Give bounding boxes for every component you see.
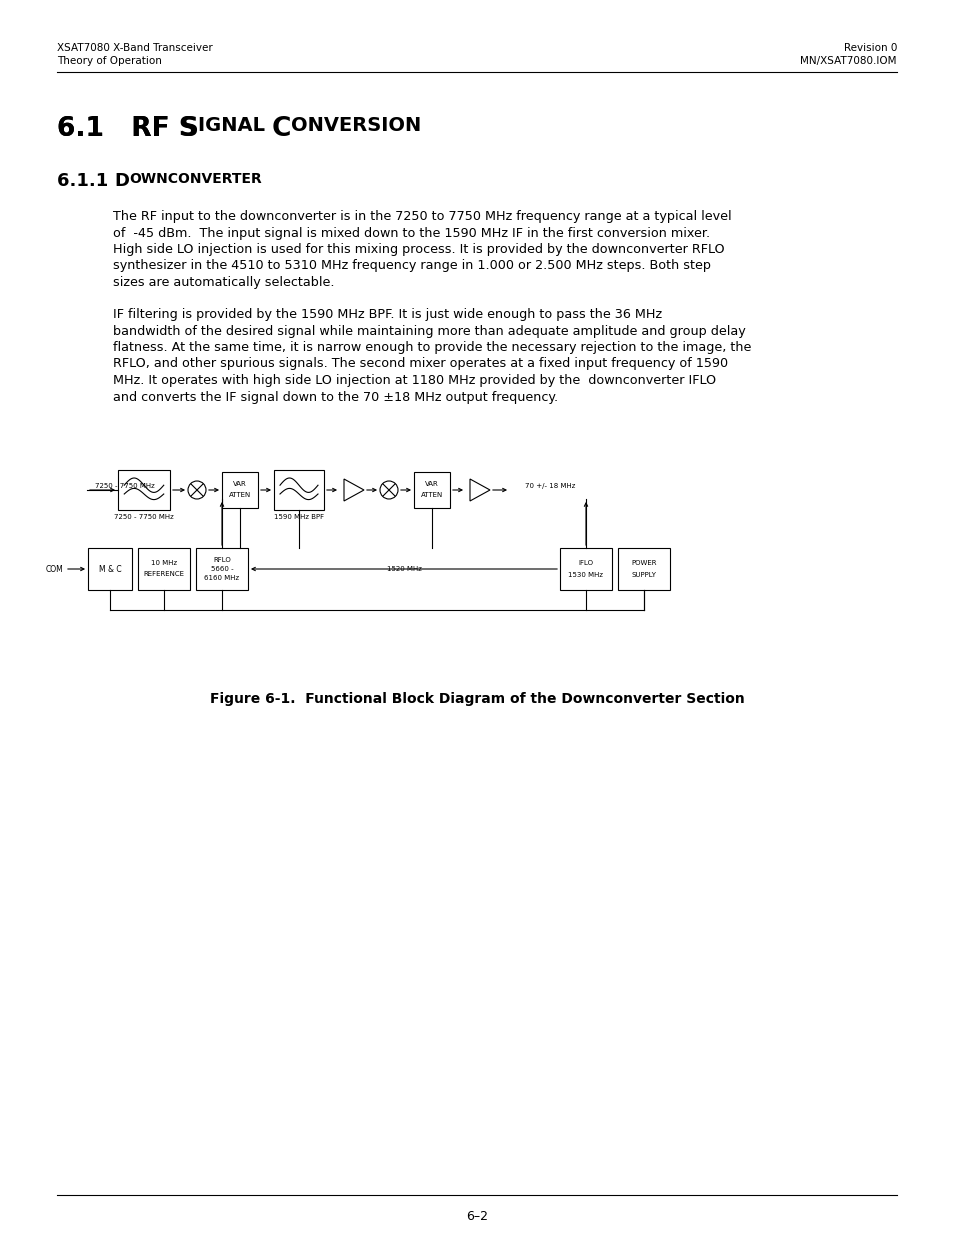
Text: IF filtering is provided by the 1590 MHz BPF. It is just wide enough to pass the: IF filtering is provided by the 1590 MHz… xyxy=(112,308,661,321)
Text: SUPPLY: SUPPLY xyxy=(631,572,656,578)
Circle shape xyxy=(188,480,206,499)
Text: 6160 MHz: 6160 MHz xyxy=(204,576,239,580)
Text: MHz. It operates with high side LO injection at 1180 MHz provided by the  downco: MHz. It operates with high side LO injec… xyxy=(112,374,716,387)
Text: XSAT7080 X-Band Transceiver: XSAT7080 X-Band Transceiver xyxy=(57,43,213,53)
Text: VAR: VAR xyxy=(233,480,247,487)
Text: 6.1   RF S: 6.1 RF S xyxy=(57,116,197,142)
Text: ATTEN: ATTEN xyxy=(420,492,442,498)
Text: 6.1.1: 6.1.1 xyxy=(57,172,114,190)
Bar xyxy=(88,548,132,590)
Text: synthesizer in the 4510 to 5310 MHz frequency range in 1.000 or 2.500 MHz steps.: synthesizer in the 4510 to 5310 MHz freq… xyxy=(112,259,710,273)
Bar xyxy=(118,471,170,510)
Text: S: S xyxy=(178,116,197,142)
Text: MN/XSAT7080.IOM: MN/XSAT7080.IOM xyxy=(800,56,896,65)
Text: IFLO: IFLO xyxy=(578,559,593,566)
Bar xyxy=(274,471,324,510)
Polygon shape xyxy=(344,479,364,501)
Text: RFLO, and other spurious signals. The second mixer operates at a fixed input fre: RFLO, and other spurious signals. The se… xyxy=(112,357,727,370)
Text: REFERENCE: REFERENCE xyxy=(143,571,184,577)
Text: ONVERSION: ONVERSION xyxy=(291,116,420,135)
Text: RFLO: RFLO xyxy=(213,557,231,563)
Bar xyxy=(138,548,190,590)
Text: Figure 6-1.  Functional Block Diagram of the Downconverter Section: Figure 6-1. Functional Block Diagram of … xyxy=(210,692,743,706)
Text: Revision 0: Revision 0 xyxy=(842,43,896,53)
Text: 1530 MHz: 1530 MHz xyxy=(568,572,603,578)
Text: 10 MHz: 10 MHz xyxy=(151,559,177,566)
Text: 70 +/- 18 MHz: 70 +/- 18 MHz xyxy=(524,483,575,489)
Bar xyxy=(414,472,450,508)
Text: 1520 MHz: 1520 MHz xyxy=(386,566,421,572)
Text: OWNCONVERTER: OWNCONVERTER xyxy=(130,172,262,186)
Text: 6–2: 6–2 xyxy=(465,1210,488,1223)
Text: 1590 MHz BPF: 1590 MHz BPF xyxy=(274,514,324,520)
Text: 5660 -: 5660 - xyxy=(211,566,233,572)
Text: The RF input to the downconverter is in the 7250 to 7750 MHz frequency range at : The RF input to the downconverter is in … xyxy=(112,210,731,224)
Text: M & C: M & C xyxy=(98,564,121,573)
Text: POWER: POWER xyxy=(631,559,656,566)
Bar xyxy=(195,548,248,590)
Bar xyxy=(618,548,669,590)
Text: C: C xyxy=(272,116,291,142)
Bar xyxy=(222,472,257,508)
Text: COM: COM xyxy=(45,564,63,573)
Circle shape xyxy=(379,480,397,499)
Text: High side LO injection is used for this mixing process. It is provided by the do: High side LO injection is used for this … xyxy=(112,243,724,256)
Text: 6.1   RF: 6.1 RF xyxy=(57,116,178,142)
Text: ATTEN: ATTEN xyxy=(229,492,251,498)
Text: flatness. At the same time, it is narrow enough to provide the necessary rejecti: flatness. At the same time, it is narrow… xyxy=(112,341,751,354)
Text: D: D xyxy=(114,172,130,190)
Text: 7250 - 7750 MHz: 7250 - 7750 MHz xyxy=(114,514,173,520)
Text: bandwidth of the desired signal while maintaining more than adequate amplitude a: bandwidth of the desired signal while ma… xyxy=(112,325,745,337)
Text: VAR: VAR xyxy=(425,480,438,487)
Text: of  -45 dBm.  The input signal is mixed down to the 1590 MHz IF in the first con: of -45 dBm. The input signal is mixed do… xyxy=(112,226,709,240)
Polygon shape xyxy=(470,479,490,501)
Text: and converts the IF signal down to the 70 ±18 MHz output frequency.: and converts the IF signal down to the 7… xyxy=(112,390,558,404)
Text: sizes are automatically selectable.: sizes are automatically selectable. xyxy=(112,275,335,289)
Bar xyxy=(559,548,612,590)
Text: IGNAL: IGNAL xyxy=(197,116,272,135)
Text: Theory of Operation: Theory of Operation xyxy=(57,56,162,65)
Text: 7250 - 7750 MHz: 7250 - 7750 MHz xyxy=(95,483,154,489)
